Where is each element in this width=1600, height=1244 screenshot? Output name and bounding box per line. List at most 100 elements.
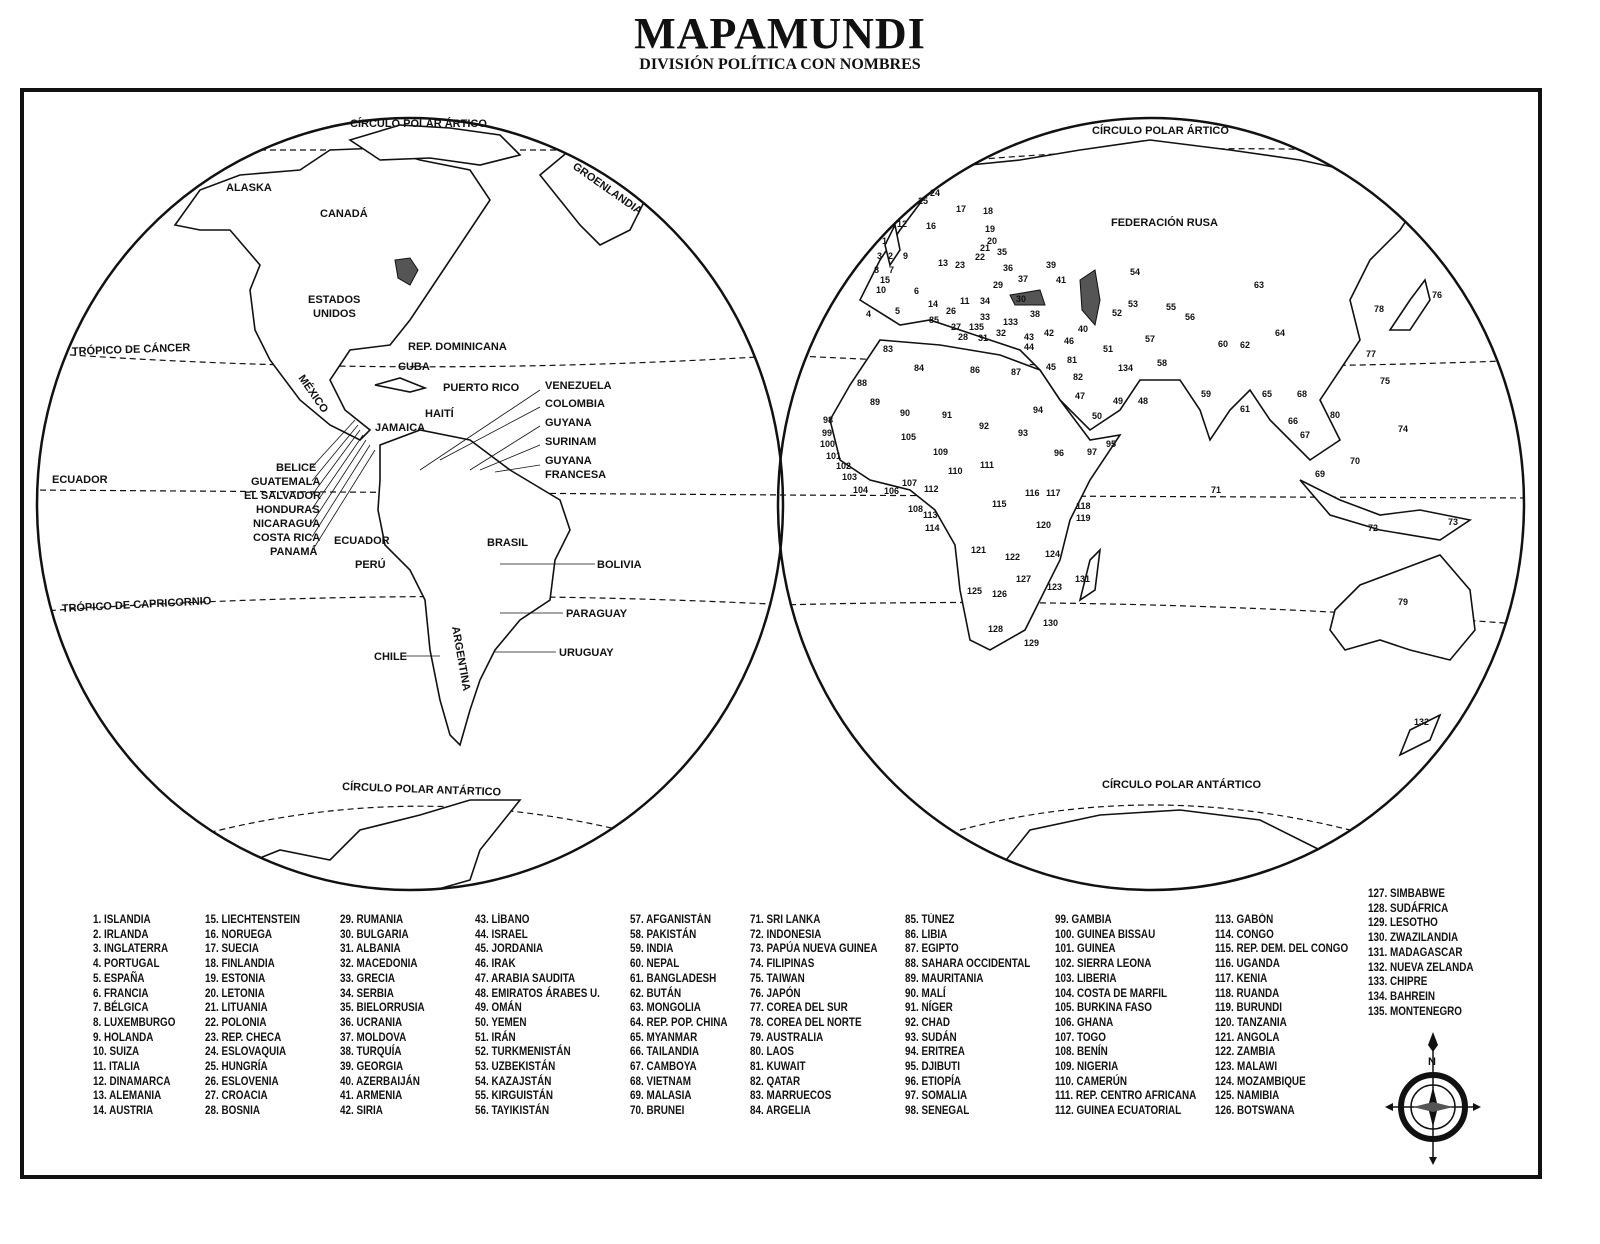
antarctic-circle-label-east: CÍRCULO POLAR ANTÁRTICO	[1102, 778, 1262, 791]
equator-line-east	[778, 494, 1524, 499]
legend-item: 80. LAOS	[750, 1046, 794, 1059]
antarctic-circle-label: CÍRCULO POLAR ANTÁRTICO	[342, 780, 502, 799]
country-number-label: 52	[1112, 308, 1122, 318]
country-number-label: 94	[1033, 405, 1043, 415]
country-number-label: 112	[924, 484, 939, 494]
page-title: MAPAMUNDI	[634, 9, 926, 58]
country-number-label: 71	[1211, 485, 1221, 495]
country-number-label: 70	[1350, 456, 1360, 466]
country-number-label: 14	[928, 299, 938, 309]
equator-label: ECUADOR	[52, 474, 108, 486]
country-number-label: 106	[884, 486, 899, 496]
legend-item: 1. ISLANDIA	[93, 914, 151, 926]
legend-item: 35. BIELORRUSIA	[340, 1002, 425, 1015]
legend-item: 38. TURQUÍA	[340, 1046, 402, 1059]
country-number-label: 59	[1201, 389, 1211, 399]
arctic-circle-label-east: CÍRCULO POLAR ÁRTICO	[1092, 124, 1229, 137]
country-number-label: 23	[955, 260, 965, 270]
legend-item: 85. TÚNEZ	[905, 914, 955, 926]
label-haiti: HAITÍ	[425, 407, 455, 420]
country-number-label: 87	[1011, 367, 1021, 377]
legend-item: 68. VIETNAM	[630, 1075, 692, 1088]
country-number-label: 19	[985, 224, 995, 234]
country-number-label: 123	[1047, 582, 1062, 592]
eastern-hemisphere-outline	[776, 116, 1526, 892]
country-number-label: 40	[1078, 324, 1088, 334]
legend-item: 57. AFGANISTÁN	[630, 914, 711, 926]
page-subtitle: DIVISIÓN POLÍTICA CON NOMBRES	[639, 56, 921, 73]
label-peru: PERÚ	[355, 558, 386, 571]
legend-item: 92. CHAD	[905, 1016, 951, 1029]
country-number-label: 134	[1118, 363, 1133, 373]
country-number-label: 53	[1128, 299, 1138, 309]
arctic-circle-label: CÍRCULO POLAR ÁRTICO	[350, 117, 487, 130]
country-number-label: 96	[1054, 448, 1064, 458]
legend-item: 123. MALAWI	[1215, 1061, 1278, 1074]
country-number-label: 105	[901, 432, 916, 442]
country-number-label: 89	[870, 397, 880, 407]
country-number-label: 51	[1103, 344, 1113, 354]
country-number-label: 33	[980, 312, 990, 322]
legend-item: 103. LIBERIA	[1055, 972, 1117, 985]
legend-item: 135. MONTENEGRO	[1368, 1005, 1462, 1018]
country-number-label: 120	[1036, 520, 1051, 530]
legend-item: 130. ZWAZILANDIA	[1368, 932, 1459, 945]
country-number-label: 80	[1330, 410, 1340, 420]
country-number-label: 72	[1368, 523, 1378, 533]
legend-item: 72. INDONESIA	[750, 928, 822, 941]
africa-shape	[829, 339, 1122, 651]
legend-column: 1. ISLANDIA 2. IRLANDA 3. INGLATERRA 4. POR…	[93, 913, 175, 1119]
legend-item: 113. GABÓN	[1215, 914, 1274, 926]
legend-item: 74. FILIPINAS	[750, 958, 815, 971]
label-venezuela: VENEZUELA	[545, 380, 612, 392]
country-number-label: 28	[958, 332, 968, 342]
legend-column: 85. TÚNEZ 86. LIBIA 87. EGIPTO 88. SAHARA O…	[905, 913, 1030, 1119]
legend-item: 54. KAZAJSTÁN	[475, 1075, 552, 1088]
country-number-label: 21	[980, 243, 990, 253]
legend-item: 29. RUMANIA	[340, 914, 404, 926]
country-number-label: 60	[1218, 339, 1228, 349]
country-number-label: 54	[1130, 267, 1140, 277]
legend-item: 46. IRAK	[475, 958, 516, 971]
legend-item: 60. NEPAL	[630, 958, 680, 971]
legend-item: 44. ISRAEL	[475, 928, 528, 941]
legend-item: 50. YEMEN	[475, 1016, 527, 1029]
legend-item: 10. SUIZA	[93, 1046, 140, 1059]
legend-item: 105. BURKINA FASO	[1055, 1002, 1152, 1015]
country-number-label: 42	[1044, 328, 1054, 338]
legend-item: 15. LIECHTENSTEIN	[205, 914, 301, 926]
country-number-label: 41	[1056, 275, 1066, 285]
legend-item: 69. MALASIA	[630, 1090, 692, 1103]
legend-item: 120. TANZANIA	[1215, 1016, 1287, 1029]
legend-item: 6. FRANCIA	[93, 987, 149, 1000]
country-number-label: 107	[902, 478, 917, 488]
country-number-label: 124	[1045, 549, 1060, 559]
country-number-label: 66	[1288, 416, 1298, 426]
country-number-label: 68	[1297, 389, 1307, 399]
country-number-label: 91	[942, 410, 952, 420]
country-number-label: 9	[903, 251, 908, 261]
label-el-salvador: EL SALVADOR	[244, 490, 321, 502]
country-number-label: 17	[956, 204, 966, 214]
legend-item: 119. BURUNDI	[1215, 1002, 1283, 1015]
legend-item: 78. COREA DEL NORTE	[750, 1016, 862, 1029]
country-number-label: 8	[874, 265, 879, 275]
label-cuba: CUBA	[398, 361, 430, 373]
label-french-guiana-1: GUYANA	[545, 455, 592, 467]
country-number-label: 129	[1024, 638, 1039, 648]
legend-item: 100. GUINEA BISSAU	[1055, 928, 1156, 941]
label-chile: CHILE	[374, 651, 407, 663]
country-number-label: 99	[822, 428, 832, 438]
label-bolivia: BOLIVIA	[597, 559, 642, 571]
legend-item: 127. SIMBABWE	[1368, 888, 1445, 900]
country-number-label: 115	[992, 499, 1007, 509]
legend-item: 122. ZAMBIA	[1215, 1046, 1276, 1059]
country-number-label: 114	[925, 523, 940, 533]
legend-item: 27. CROACIA	[205, 1090, 268, 1103]
legend-item: 5. ESPAÑA	[93, 972, 145, 985]
legend-item: 90. MALÍ	[905, 987, 946, 1000]
compass-north-label: N	[1428, 1056, 1436, 1068]
map-frame	[20, 88, 1542, 1179]
country-number-label: 69	[1315, 469, 1325, 479]
label-ecuador-country: ECUADOR	[334, 535, 390, 547]
